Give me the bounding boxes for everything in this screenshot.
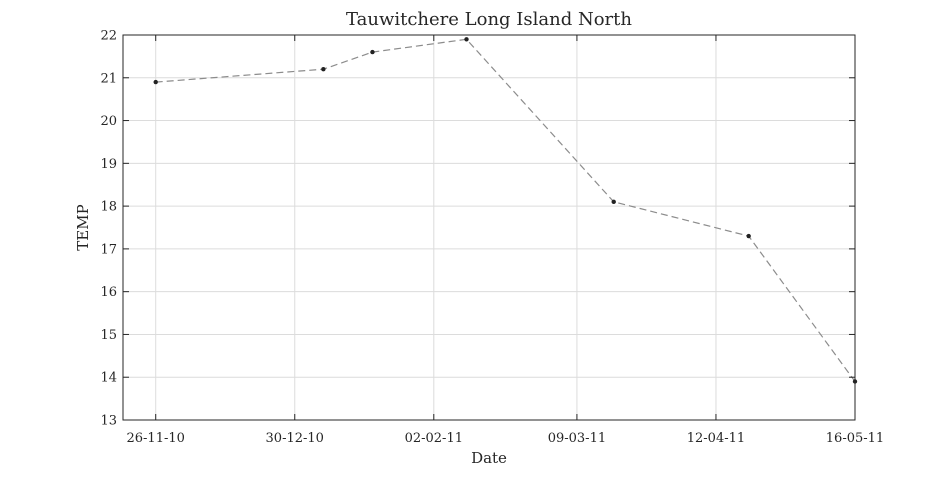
plot-frame: [122, 34, 856, 421]
chart-title: Tauwitchere Long Island North: [346, 9, 632, 30]
data-point: [611, 199, 616, 205]
x-tick-label: 02-02-11: [405, 431, 463, 446]
x-tick-label: 26-11-10: [127, 431, 185, 446]
y-tick-label: 14: [100, 371, 117, 386]
data-point: [321, 67, 326, 72]
y-tick-label: 16: [100, 285, 117, 300]
data-point: [464, 37, 469, 42]
series-layer: [153, 37, 858, 384]
y-tick-label: 18: [100, 200, 117, 215]
x-tick-label: 16-05-11: [826, 431, 884, 446]
ticks: 13 14 15 16 17 18 19 20 21 22 26-11-10 30-12-10 02-0…: [100, 29, 884, 447]
y-axis-label: TEMP: [74, 204, 92, 250]
data-point: [153, 79, 158, 85]
data-point: [746, 233, 751, 239]
data-point: [370, 49, 375, 55]
grid: [123, 34, 856, 421]
y-tick-label: 17: [100, 242, 117, 257]
y-tick-label: 15: [100, 328, 117, 343]
x-tick-label: 30-12-10: [266, 431, 324, 446]
x-tick-label: 12-04-11: [687, 431, 745, 446]
x-axis-label: Date: [471, 449, 507, 467]
y-tick-label: 13: [100, 414, 117, 429]
y-tick-label: 20: [100, 114, 117, 129]
x-tick-label: 09-03-11: [548, 431, 606, 446]
series-line: [155, 38, 856, 382]
y-tick-label: 22: [100, 29, 117, 44]
y-tick-label: 21: [100, 71, 117, 86]
y-tick-label: 19: [100, 157, 117, 172]
